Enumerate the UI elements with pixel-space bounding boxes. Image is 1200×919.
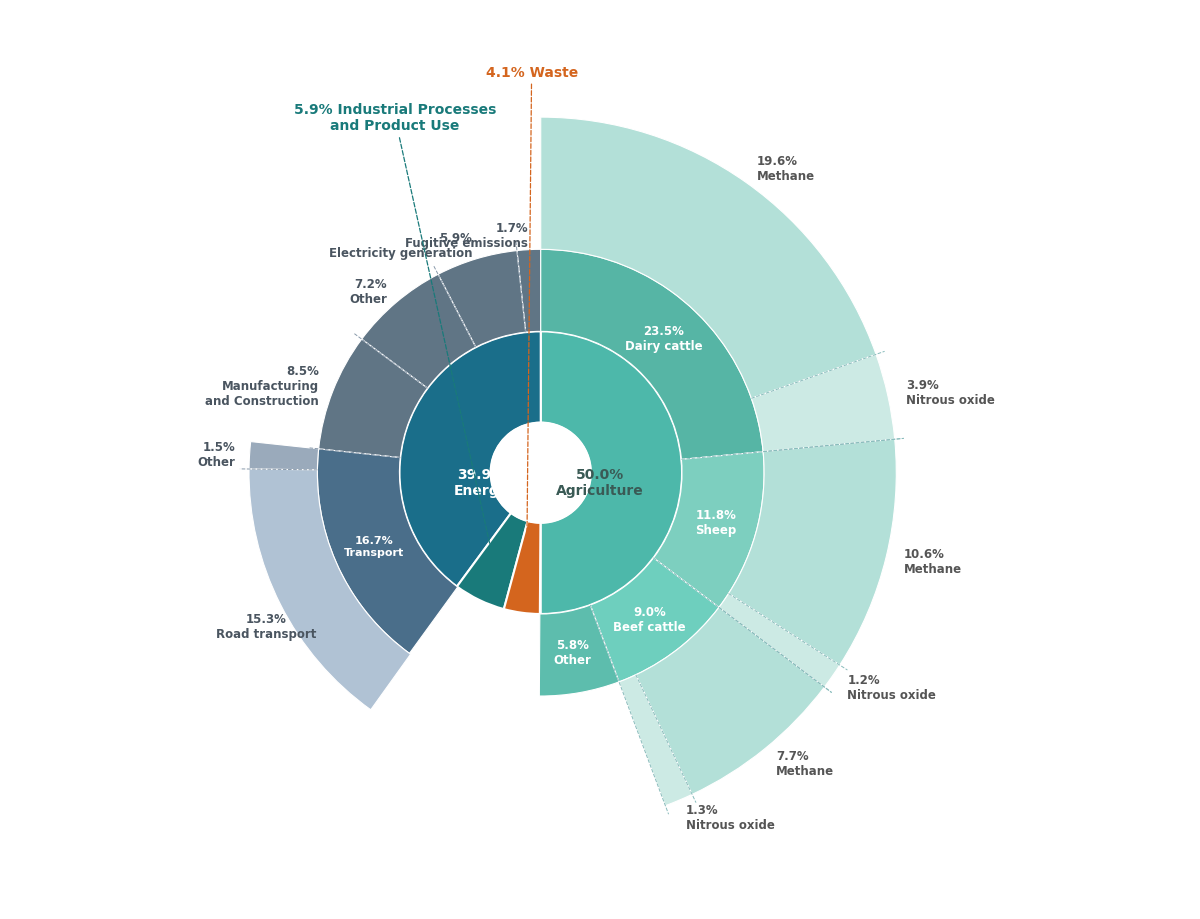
Text: 7.7%
Methane: 7.7% Methane xyxy=(776,749,834,777)
Wedge shape xyxy=(751,355,895,452)
Wedge shape xyxy=(250,470,410,710)
Text: 7.2%
Other: 7.2% Other xyxy=(349,278,386,306)
Text: 16.7%
Transport: 16.7% Transport xyxy=(343,536,404,557)
Wedge shape xyxy=(361,275,475,389)
Wedge shape xyxy=(438,251,526,347)
Text: 1.5%
Other: 1.5% Other xyxy=(197,441,235,469)
Wedge shape xyxy=(457,514,528,609)
Text: 9.0%
Beef cattle: 9.0% Beef cattle xyxy=(613,606,686,633)
Wedge shape xyxy=(504,521,540,614)
Wedge shape xyxy=(728,439,896,665)
Text: 1.2%
Nitrous oxide: 1.2% Nitrous oxide xyxy=(847,673,936,701)
Text: 4.1% Waste: 4.1% Waste xyxy=(486,65,577,574)
Text: 50.0%
Agriculture: 50.0% Agriculture xyxy=(556,467,644,497)
Wedge shape xyxy=(590,558,719,682)
Wedge shape xyxy=(250,442,319,471)
Wedge shape xyxy=(541,118,876,399)
Text: 5.8%
Other: 5.8% Other xyxy=(553,639,592,666)
Wedge shape xyxy=(654,452,764,607)
Wedge shape xyxy=(400,332,541,587)
Text: 1.3%
Nitrous oxide: 1.3% Nitrous oxide xyxy=(686,803,775,831)
Text: 5.9%
Electricity generation: 5.9% Electricity generation xyxy=(329,232,473,259)
Text: 23.5%
Dairy cattle: 23.5% Dairy cattle xyxy=(625,324,702,352)
Wedge shape xyxy=(636,607,824,795)
Wedge shape xyxy=(319,340,427,458)
Text: 5.9% Industrial Processes
and Product Use: 5.9% Industrial Processes and Product Us… xyxy=(294,103,496,565)
Wedge shape xyxy=(541,332,682,614)
Text: 11.8%
Sheep: 11.8% Sheep xyxy=(696,509,737,537)
Text: 10.6%
Methane: 10.6% Methane xyxy=(904,548,962,575)
Wedge shape xyxy=(539,606,619,697)
Text: 8.5%
Manufacturing
and Construction: 8.5% Manufacturing and Construction xyxy=(205,365,319,408)
Circle shape xyxy=(491,423,590,523)
Text: 39.9%
Energy: 39.9% Energy xyxy=(454,467,509,497)
Text: 19.6%
Methane: 19.6% Methane xyxy=(757,154,815,182)
Text: 3.9%
Nitrous oxide: 3.9% Nitrous oxide xyxy=(906,379,995,407)
Wedge shape xyxy=(619,675,692,806)
Wedge shape xyxy=(517,250,541,333)
Wedge shape xyxy=(541,250,763,460)
Text: 15.3%
Road transport: 15.3% Road transport xyxy=(216,612,316,640)
Wedge shape xyxy=(317,449,457,653)
Wedge shape xyxy=(719,594,840,687)
Text: 1.7%
Fugitive emissions: 1.7% Fugitive emissions xyxy=(406,221,528,250)
